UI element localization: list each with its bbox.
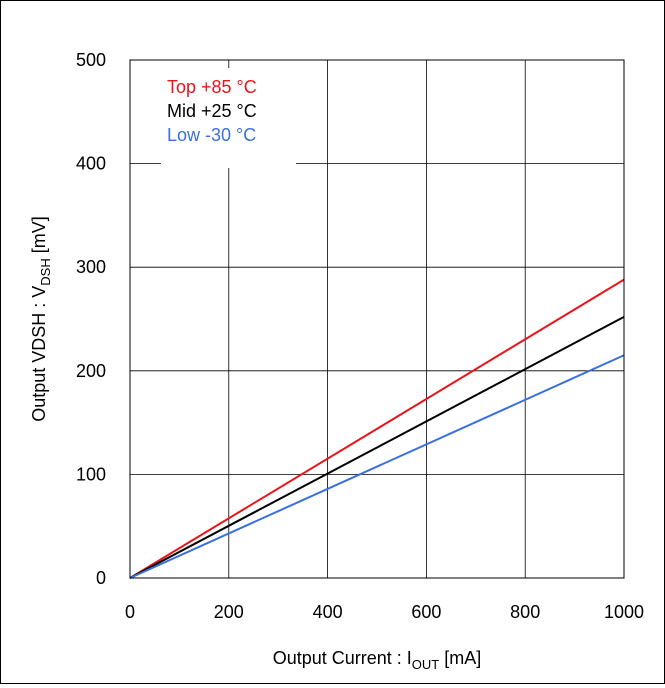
x-tick-label: 200 [214, 602, 244, 622]
y-tick-label: 500 [76, 50, 106, 70]
x-tick-label: 0 [125, 602, 135, 622]
x-tick-labels: 0 200 400 600 800 1000 [125, 602, 644, 622]
x-axis-title: Output Current : IOUT [mA] [273, 648, 482, 672]
x-tick-label: 1000 [604, 602, 644, 622]
legend-entry-1: Mid +25 °C [167, 101, 257, 121]
y-tick-label: 300 [76, 257, 106, 277]
series-line-0 [129, 278, 625, 579]
series-line-1 [129, 316, 625, 579]
x-tick-label: 600 [411, 602, 441, 622]
plot-border [129, 59, 625, 579]
grid-lines [129, 59, 625, 579]
x-tick-label: 400 [313, 602, 343, 622]
legend-entry-2: Low -30 °C [167, 125, 256, 145]
y-tick-label: 0 [96, 568, 106, 588]
legend-entry-0: Top +85 °C [167, 77, 257, 97]
x-tick-label: 800 [510, 602, 540, 622]
y-tick-label: 200 [76, 361, 106, 381]
y-tick-label: 400 [76, 154, 106, 174]
y-tick-label: 100 [76, 464, 106, 484]
legend-box [161, 68, 296, 168]
series-line-2 [129, 354, 625, 579]
y-tick-labels: 0 100 200 300 400 500 [76, 50, 106, 588]
y-axis-title: Output VDSH : VDSH [mV] [29, 216, 53, 422]
series-lines [129, 278, 625, 579]
legend: Top +85 °C Mid +25 °C Low -30 °C [167, 77, 257, 145]
